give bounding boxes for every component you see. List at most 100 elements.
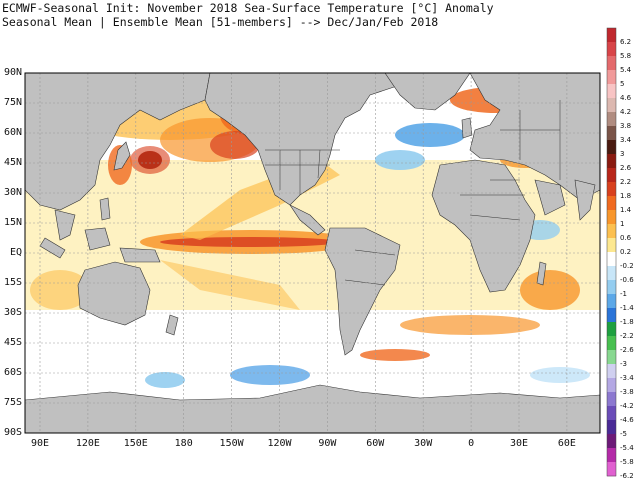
land-india xyxy=(574,179,596,221)
colorbar-tick-label: -5.4 xyxy=(620,443,634,452)
lon-label: 150E xyxy=(123,438,148,449)
lat-label: 75S xyxy=(3,397,22,408)
land-new-guinea xyxy=(119,247,161,263)
land-asia-east xyxy=(25,73,211,211)
land-se-asia xyxy=(54,209,76,241)
colorbar-tick-label: -1 xyxy=(620,289,627,298)
colorbar-tick-label: -3 xyxy=(620,359,627,368)
colorbar-swatch xyxy=(607,182,616,197)
colorbar-tick-label: 2.6 xyxy=(620,163,632,172)
colorbar-tick-label: -2.2 xyxy=(620,331,634,340)
colorbar-tick-label: 3 xyxy=(620,149,625,158)
colorbar-swatch xyxy=(607,378,616,393)
colorbar-swatch xyxy=(607,406,616,421)
colorbar-swatch xyxy=(607,168,616,183)
lon-label: 60W xyxy=(366,438,385,449)
colorbar-swatch xyxy=(607,56,616,71)
lon-label: 150W xyxy=(219,438,244,449)
colorbar-tick-label: -4.6 xyxy=(620,415,634,424)
colorbar-tick-label: -0.6 xyxy=(620,275,634,284)
lat-label: 30S xyxy=(3,307,22,318)
lon-label: 30W xyxy=(414,438,433,449)
colorbar-tick-label: 1 xyxy=(620,219,625,228)
colorbar-tick-label: -4.2 xyxy=(620,401,634,410)
lat-label: 45N xyxy=(3,157,22,168)
colorbar-swatch xyxy=(607,434,616,449)
graticule xyxy=(25,73,600,433)
colorbar-swatch xyxy=(607,140,616,155)
lat-label: 45S xyxy=(3,337,22,348)
colorbar-tick-label: -2.6 xyxy=(620,345,634,354)
colorbar-tick-label: 3.4 xyxy=(620,135,632,144)
colorbar-swatch xyxy=(607,448,616,463)
lon-label: 180 xyxy=(174,438,193,449)
lat-label: 30N xyxy=(3,187,22,198)
colorbar-tick-label: 5.4 xyxy=(620,65,632,74)
colorbar-tick-label: -0.2 xyxy=(620,261,634,270)
colorbar-tick-label: 6.2 xyxy=(620,37,632,46)
lon-label: 120E xyxy=(75,438,100,449)
colorbar-swatch xyxy=(607,238,616,253)
colorbar-swatch xyxy=(607,336,616,351)
colorbar-swatch xyxy=(607,84,616,99)
colorbar-swatch xyxy=(607,70,616,85)
colorbar-swatch xyxy=(607,294,616,309)
map-frame xyxy=(24,72,601,434)
land-south-america xyxy=(324,227,401,356)
colorbar-swatch xyxy=(607,350,616,365)
lat-label: 90N xyxy=(3,67,22,78)
colorbar-tick-label: -1.8 xyxy=(620,317,634,326)
colorbar-tick-label: 5.8 xyxy=(620,51,632,60)
colorbar-tick-label: -1.4 xyxy=(620,303,634,312)
colorbar-swatch xyxy=(607,112,616,127)
colorbar-tick-label: 4.2 xyxy=(620,107,632,116)
colorbar-swatch xyxy=(607,224,616,239)
colorbar-tick-label: 3.8 xyxy=(620,121,632,130)
map-title: ECMWF-Seasonal Init: November 2018 Sea-S… xyxy=(2,1,494,15)
lon-label: 0 xyxy=(468,438,475,449)
lon-label: 120W xyxy=(267,438,292,449)
land-antarctica xyxy=(25,384,600,433)
land-north-america xyxy=(204,73,421,206)
colorbar-tick-label: 1.4 xyxy=(620,205,632,214)
colorbar-swatch xyxy=(607,154,616,169)
lon-label: 60E xyxy=(557,438,576,449)
colorbar-tick-label: 2.2 xyxy=(620,177,632,186)
colorbar-tick-label: 0.6 xyxy=(620,233,632,242)
land-british-isles xyxy=(461,117,473,139)
colorbar-swatch xyxy=(607,42,616,57)
lon-label: 30E xyxy=(509,438,529,449)
colorbar-tick-label: -3.4 xyxy=(620,373,634,382)
land-madagascar xyxy=(536,261,547,286)
land-new-zealand xyxy=(165,314,179,336)
colorbar-tick-label: -6.2 xyxy=(620,471,634,480)
colorbar-swatch xyxy=(607,196,616,211)
anomaly-cold-fields xyxy=(145,123,590,388)
colorbar-swatch xyxy=(607,420,616,435)
land-arabia xyxy=(534,179,566,216)
colorbar-tick-label: 1.8 xyxy=(620,191,632,200)
land-central-america xyxy=(289,204,326,236)
colorbar-swatch xyxy=(607,98,616,113)
lon-label: 90E xyxy=(30,438,50,449)
colorbar-tick-label: -5 xyxy=(620,429,627,438)
colorbar-swatch xyxy=(607,252,616,267)
land-philippines xyxy=(99,197,111,221)
lat-label: 90S xyxy=(3,427,22,438)
colorbar-tick-label: 0.2 xyxy=(620,247,632,256)
land-australia xyxy=(77,261,151,326)
colorbar-outline xyxy=(606,27,617,477)
colorbar-swatch xyxy=(607,280,616,295)
lat-label: 75N xyxy=(3,97,22,108)
colorbar-swatch xyxy=(607,308,616,323)
land-borneo xyxy=(84,227,111,251)
colorbar-swatch xyxy=(607,28,616,43)
colorbar-swatch xyxy=(607,364,616,379)
colorbar-swatch xyxy=(607,462,616,477)
colorbar-tick-label: 4.6 xyxy=(620,93,632,102)
land-greenland xyxy=(384,73,471,111)
colorbar-swatch xyxy=(607,266,616,281)
colorbar-swatch xyxy=(607,126,616,141)
lat-label: 15S xyxy=(3,277,22,288)
